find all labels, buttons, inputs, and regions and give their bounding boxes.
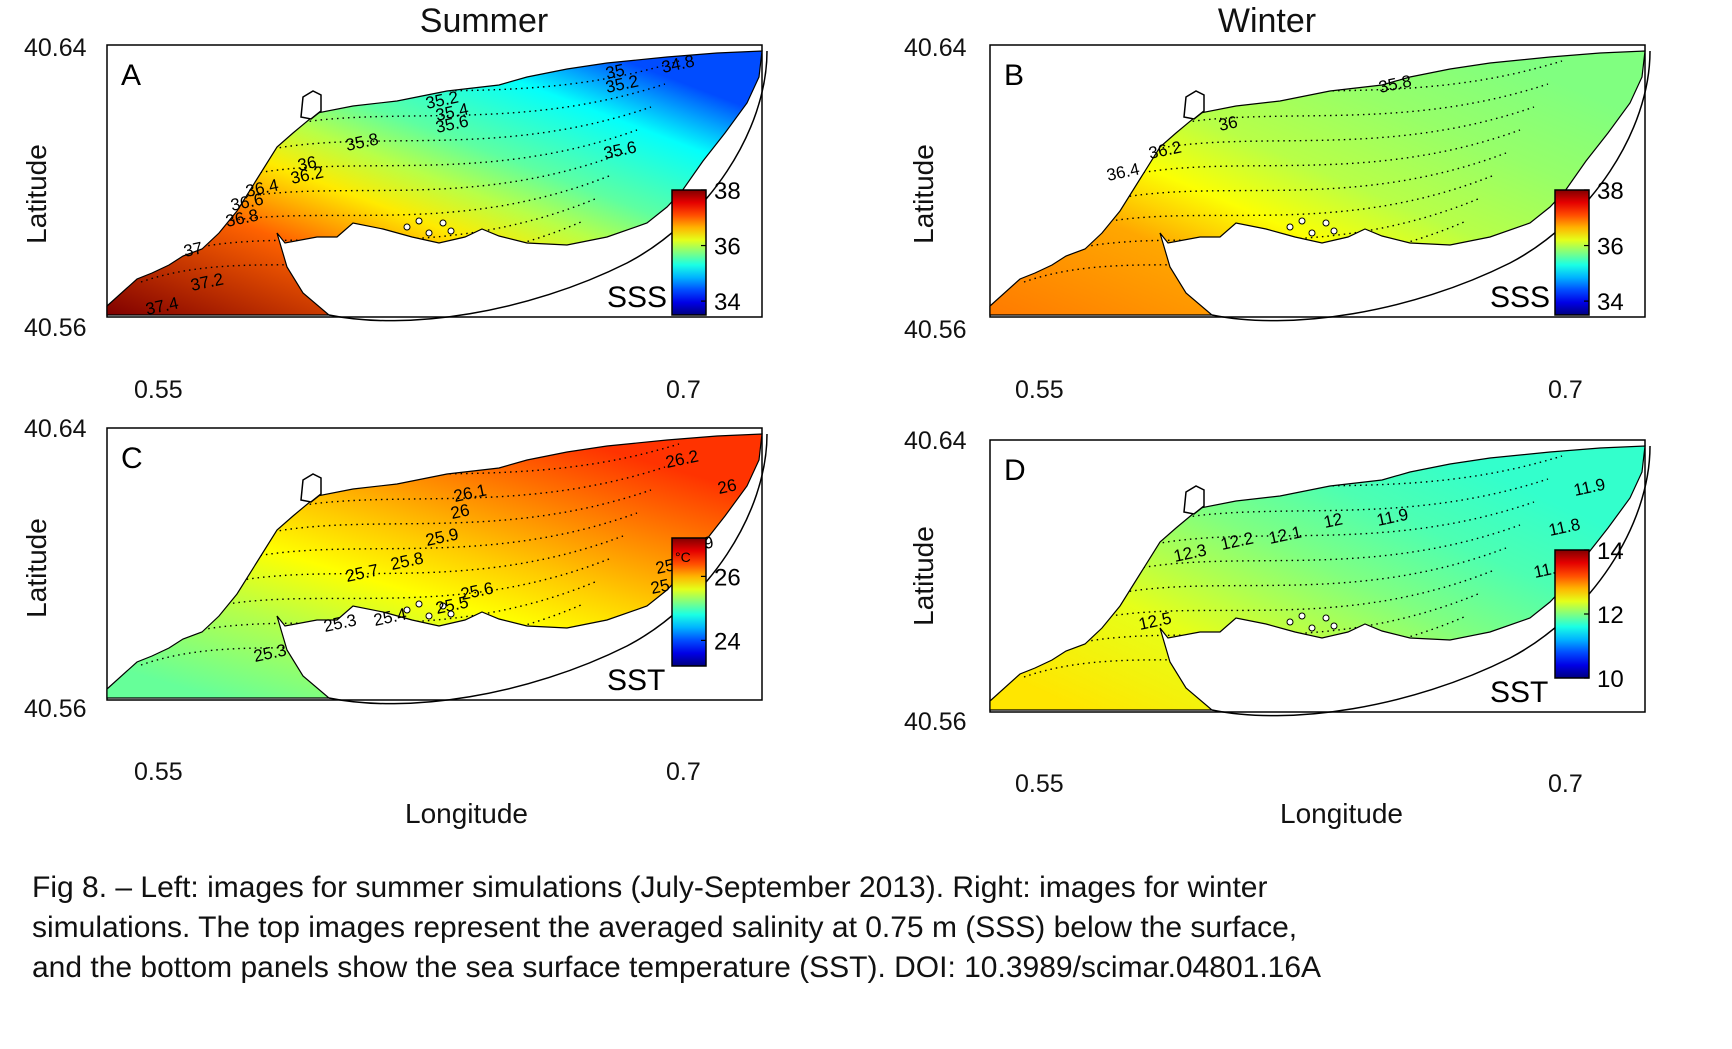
sea-field — [106, 433, 763, 699]
contour-label: 26 — [716, 475, 738, 498]
colorbar — [1554, 549, 1590, 679]
ylabel-b: Latitude — [908, 144, 939, 244]
panel-c: 26.22626.12625.925.925.825.825.725.725.6… — [106, 427, 842, 740]
sea-field — [106, 50, 763, 316]
harbour-outline — [300, 473, 322, 503]
islet — [447, 227, 455, 235]
colorbar-tick-label: 36 — [1597, 234, 1624, 261]
islet — [1298, 217, 1306, 225]
harbour-outline — [1183, 90, 1205, 120]
islet — [447, 610, 455, 618]
panel-letter: A — [121, 59, 141, 92]
islet — [1322, 614, 1330, 622]
xtick-c-07: 0.7 — [666, 758, 701, 786]
islet — [403, 606, 411, 614]
contour-label: 37 — [182, 238, 204, 261]
panel-c-plot: 26.22626.12625.925.925.825.825.725.725.6… — [106, 427, 768, 705]
colorbar-tick-label: 10 — [1597, 666, 1624, 693]
variable-label: SST — [607, 664, 665, 697]
ytick-c-top: 40.64 — [24, 415, 87, 443]
caption-line-3: and the bottom panels show the sea surfa… — [32, 951, 1322, 984]
colorbar-tick-label: 26 — [714, 564, 741, 591]
xtick-a-07: 0.7 — [666, 376, 701, 404]
variable-label: SST — [1490, 676, 1548, 709]
islet — [425, 612, 433, 620]
colorbar-tick-label: 12 — [1597, 602, 1624, 629]
colorbar-tick-label: 36 — [714, 234, 741, 261]
islet — [1330, 622, 1338, 630]
panel-letter: B — [1004, 59, 1024, 92]
caption-line-1: Fig 8. – Left: images for summer simulat… — [32, 871, 1268, 904]
panel-a-plot: 35 34.835.235.235.435.635.8 35.63636.236.4… — [106, 44, 768, 322]
ytick-b-bottom: 40.56 — [904, 316, 967, 344]
xtick-b-07: 0.7 — [1548, 376, 1583, 404]
coastline — [1211, 50, 1651, 322]
islet — [1330, 227, 1338, 235]
ylabel-a: Latitude — [21, 144, 52, 244]
variable-label: SSS — [1490, 281, 1550, 314]
colorbar — [1554, 189, 1590, 316]
coastline — [1211, 445, 1651, 717]
islet — [1308, 624, 1316, 632]
ytick-d-bottom: 40.56 — [904, 708, 967, 736]
islet — [1286, 223, 1294, 231]
sea-field — [989, 445, 1646, 711]
panel-d: 11.9 11.8 11.7 11.9 12 12.1 12.2 12.3 12.5 D SST 14… — [989, 439, 1725, 752]
islet — [415, 217, 423, 225]
contour-label: 26 — [449, 500, 471, 523]
panel-d-plot: 11.911.811.711.91212.112.212.312.5DSST14… — [989, 439, 1651, 717]
colorbar-tick-label: 24 — [714, 628, 741, 655]
caption-line-2: simulations. The top images represent th… — [32, 911, 1298, 944]
islet — [1298, 612, 1306, 620]
coastline — [328, 50, 768, 322]
colorbar-tick-label: 38 — [714, 178, 741, 205]
xtick-a-055: 0.55 — [134, 376, 183, 404]
colorbar-unit: °C — [675, 549, 691, 565]
colorbar-tick-label: 38 — [1597, 178, 1624, 205]
islet — [415, 600, 423, 608]
colorbar — [671, 189, 707, 316]
islet — [425, 229, 433, 237]
contour-label: 36 — [1217, 112, 1239, 135]
xtick-b-055: 0.55 — [1015, 376, 1064, 404]
ytick-d-top: 40.64 — [904, 427, 967, 455]
islet — [1322, 219, 1330, 227]
column-title-winter: Winter — [1217, 2, 1317, 40]
ytick-a-bottom: 40.56 — [24, 314, 87, 342]
harbour-outline — [1183, 485, 1205, 515]
contour-label: 12 — [1322, 509, 1344, 532]
xtick-d-055: 0.55 — [1015, 770, 1064, 798]
colorbar — [671, 537, 707, 667]
colorbar-tick-label: 34 — [714, 289, 741, 316]
islet — [403, 223, 411, 231]
coastline — [328, 433, 768, 705]
panel-b: 35.8 36 36.2 36.4 B SSS 38 36 34 — [989, 44, 1725, 360]
figure-caption: Fig 8. – Left: images for summer simulat… — [32, 868, 1702, 988]
panel-a: 35 34.8 35.2 35.2 35.4 35.6 35.8 35.6 36 36.2 36.4… — [106, 44, 842, 360]
colorbar-tick-label: 14 — [1597, 538, 1624, 565]
xlabel-right: Longitude — [1280, 798, 1404, 829]
islet — [439, 602, 447, 610]
panel-letter: C — [121, 442, 143, 475]
panel-letter: D — [1004, 454, 1026, 487]
colorbar-tick-label: 34 — [1597, 289, 1624, 316]
xtick-c-055: 0.55 — [134, 758, 183, 786]
islet — [1286, 618, 1294, 626]
islet — [439, 219, 447, 227]
xtick-d-07: 0.7 — [1548, 770, 1583, 798]
islet — [1308, 229, 1316, 237]
ytick-a-top: 40.64 — [24, 34, 87, 62]
ylabel-d: Latitude — [908, 526, 939, 626]
harbour-outline — [300, 90, 322, 120]
ylabel-c: Latitude — [21, 518, 52, 618]
ytick-c-bottom: 40.56 — [24, 695, 87, 723]
contour-label: 36 — [296, 152, 318, 175]
column-title-summer: Summer — [419, 2, 549, 40]
xlabel-left: Longitude — [405, 798, 529, 829]
ytick-b-top: 40.64 — [904, 34, 967, 62]
sea-field — [989, 50, 1646, 316]
contour-label: 35 — [604, 60, 626, 83]
variable-label: SSS — [607, 281, 667, 314]
